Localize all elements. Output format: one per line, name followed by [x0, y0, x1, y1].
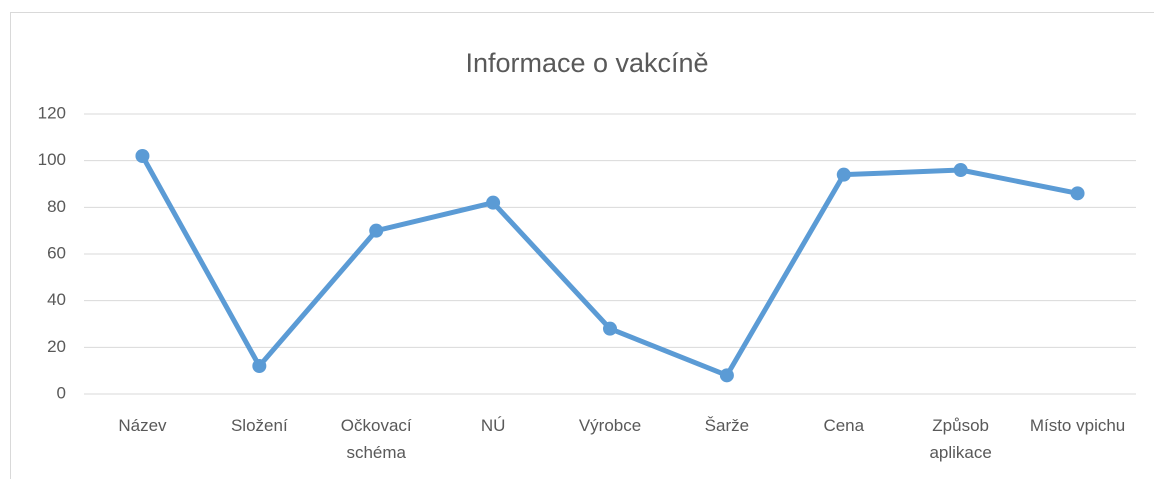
x-tick-label: Očkovací schéma: [340, 416, 412, 462]
y-tick-label: 80: [47, 197, 66, 216]
y-tick-label: 40: [47, 290, 66, 309]
y-tick-label: 0: [57, 383, 66, 402]
marker: [836, 167, 851, 182]
x-tick-label: Místo vpichu: [1029, 416, 1126, 435]
marker: [953, 163, 968, 177]
y-tick-label: 20: [47, 337, 66, 356]
x-tick-label: Způsob aplikace: [929, 416, 992, 462]
y-tick-label: 100: [38, 150, 66, 169]
x-tick-label: Cena: [823, 416, 865, 435]
x-tick-label: Název: [118, 416, 167, 435]
chart-title: Informace o vakcíně: [465, 48, 708, 78]
marker: [603, 321, 617, 336]
marker: [135, 149, 150, 163]
x-tick-label: NÚ: [480, 416, 506, 435]
y-tick-label: 120: [38, 103, 66, 122]
marker: [719, 368, 734, 383]
x-tick-label: Výrobce: [578, 416, 642, 435]
marker: [369, 223, 384, 238]
x-tick-label: Šarže: [704, 416, 750, 435]
chart-border: [10, 12, 1154, 479]
marker: [252, 359, 267, 373]
marker: [1070, 186, 1085, 201]
x-tick-label: Složení: [230, 416, 288, 435]
marker: [486, 195, 501, 210]
y-tick-label: 60: [47, 243, 66, 262]
